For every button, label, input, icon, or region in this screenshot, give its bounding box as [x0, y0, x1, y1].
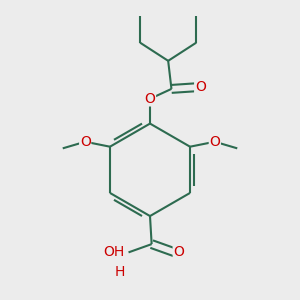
Text: O: O — [195, 80, 206, 94]
Text: O: O — [209, 135, 220, 149]
Text: O: O — [145, 92, 155, 106]
Text: O: O — [80, 135, 91, 149]
Text: OH: OH — [103, 245, 124, 260]
Text: O: O — [173, 245, 184, 260]
Text: H: H — [115, 265, 125, 279]
